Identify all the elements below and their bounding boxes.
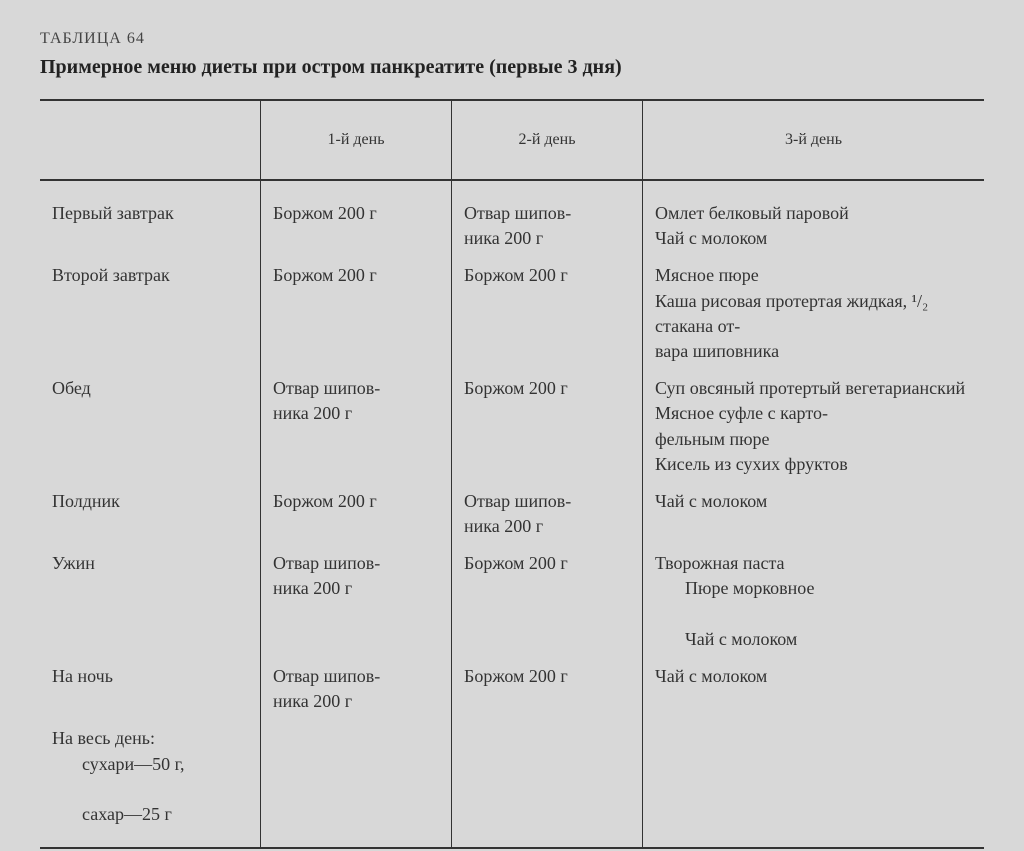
table-label: ТАБЛИЦА 64 [40,30,984,48]
day3-cell: Омлет белковый паровойЧай с молоком [643,180,985,257]
table-title: Примерное меню диеты при остром панкреат… [40,56,984,79]
table-row: На весь день:сухари—50 г,сахар—25 г [40,720,984,848]
table-row: Второй завтракБоржом 200 гБоржом 200 гМя… [40,257,984,370]
diet-table: 1-й день 2-й день 3-й день Первый завтра… [40,99,984,851]
day1-cell: Боржом 200 г [261,180,452,257]
header-day1: 1-й день [261,100,452,180]
meal-cell: Полдник [40,483,261,545]
day2-cell: Боржом 200 г [452,658,643,720]
meal-cell: На ночь [40,658,261,720]
day3-cell [643,720,985,848]
day3-cell: Чай с молоком [643,658,985,720]
header-meal [40,100,261,180]
meal-cell: Второй завтрак [40,257,261,370]
day2-cell: Отвар шипов-ника 200 г [452,483,643,545]
table-body: Первый завтракБоржом 200 гОтвар шипов-ни… [40,180,984,848]
table-row: ПолдникБоржом 200 гОтвар шипов-ника 200 … [40,483,984,545]
header-day3: 3-й день [643,100,985,180]
table-row: УжинОтвар шипов-ника 200 гБоржом 200 гТв… [40,545,984,658]
day3-cell: Чай с молоком [643,483,985,545]
day2-cell: Боржом 200 г [452,545,643,658]
day3-cell: Творожная пастаПюре морковноеЧай с молок… [643,545,985,658]
meal-cell: Первый завтрак [40,180,261,257]
day2-cell: Боржом 200 г [452,257,643,370]
day2-cell: Отвар шипов-ника 200 г [452,180,643,257]
meal-cell: Обед [40,370,261,483]
day1-cell: Боржом 200 г [261,483,452,545]
day2-cell: Боржом 200 г [452,370,643,483]
day3-cell: Суп овсяный протертый вегетарианскийМясн… [643,370,985,483]
day1-cell: Боржом 200 г [261,257,452,370]
table-row: Первый завтракБоржом 200 гОтвар шипов-ни… [40,180,984,257]
day1-cell: Отвар шипов-ника 200 г [261,658,452,720]
meal-cell: На весь день:сухари—50 г,сахар—25 г [40,720,261,848]
header-row: 1-й день 2-й день 3-й день [40,100,984,180]
table-row: На ночьОтвар шипов-ника 200 гБоржом 200 … [40,658,984,720]
table-row: ОбедОтвар шипов-ника 200 гБоржом 200 гСу… [40,370,984,483]
day3-cell: Мясное пюреКаша рисовая протертая жидкая… [643,257,985,370]
day1-cell [261,720,452,848]
day1-cell: Отвар шипов-ника 200 г [261,370,452,483]
header-day2: 2-й день [452,100,643,180]
day1-cell: Отвар шипов-ника 200 г [261,545,452,658]
day2-cell [452,720,643,848]
meal-cell: Ужин [40,545,261,658]
